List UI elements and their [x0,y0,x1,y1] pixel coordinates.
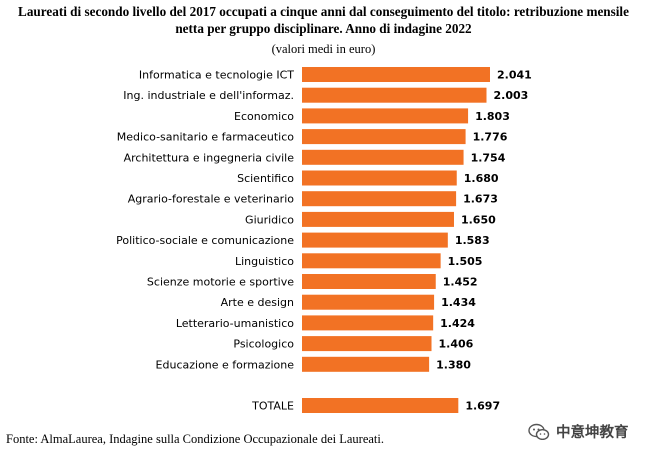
value-label-12: 1.424 [440,317,475,330]
category-label-3: Medico-sanitario e farmaceutico [117,131,294,144]
value-label-8: 1.583 [455,234,490,247]
value-label-1: 2.003 [493,89,528,102]
category-label-2: Economico [234,110,294,123]
category-label-11: Arte e design [221,296,294,309]
bar-4 [302,149,464,165]
value-label-9: 1.505 [448,255,483,268]
category-label-8: Politico-sociale e comunicazione [116,234,294,247]
value-label-7: 1.650 [461,213,496,226]
category-label-7: Giuridico [245,213,294,226]
bar-14 [302,356,430,372]
chart-title-line-2: netta per gruppo disciplinare. Anno di i… [175,21,472,36]
value-label-4: 1.754 [471,151,506,164]
bar-2 [302,108,469,124]
watermark: 中意坤教育 [528,421,629,442]
value-label-11: 1.434 [441,296,476,309]
value-label-5: 1.680 [464,172,499,185]
wechat-icon [528,423,550,440]
bar-13 [302,336,432,352]
value-label-2: 1.803 [475,110,510,123]
category-label-10: Scienze motorie e sportive [147,276,294,289]
category-label-14: Educazione e formazione [156,358,295,371]
category-label-6: Agrario-forestale e veterinario [128,193,295,206]
category-label-4: Architettura e ingegneria civile [124,151,295,164]
bar-8 [302,232,448,248]
bar-12 [302,315,434,331]
category-label-5: Scientifico [237,172,294,185]
category-label-1: Ing. industriale e dell'informaz. [123,89,294,102]
bar-6 [302,191,457,207]
category-label-9: Linguistico [235,255,294,268]
bar-3 [302,129,466,145]
watermark-text: 中意坤教育 [556,425,629,441]
value-label-3: 1.776 [473,131,508,144]
bar-9 [302,253,441,269]
value-label-10: 1.452 [443,276,478,289]
bar-0 [302,67,490,82]
chart-subtitle: (valori medi in euro) [271,42,376,56]
bar-5 [302,170,457,186]
category-label-0: Informatica e tecnologie ICT [139,69,294,82]
chart-title: Laureati di secondo livello del 2017 occ… [0,3,647,37]
category-label-totale: TOTALE [251,400,294,413]
value-label-14: 1.380 [436,358,471,371]
value-label-totale: 1.697 [465,400,500,413]
bar-7 [302,211,454,227]
chart-title-line-1: Laureati di secondo livello del 2017 occ… [18,4,629,19]
bar-totale [302,398,459,413]
source-note: Fonte: AlmaLaurea, Indagine sulla Condiz… [6,432,384,446]
category-label-12: Letterario-umanistico [176,317,294,330]
bar-1 [302,87,487,103]
category-label-13: Psicologico [233,338,294,351]
bar-11 [302,294,435,310]
bar-10 [302,274,436,289]
value-label-0: 2.041 [497,69,532,82]
value-label-6: 1.673 [463,193,498,206]
value-label-13: 1.406 [439,338,474,351]
